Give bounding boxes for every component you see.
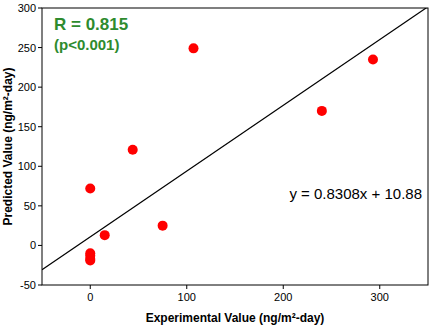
point <box>368 54 378 64</box>
x-tick <box>186 285 187 289</box>
y-tick-label: 250 <box>18 42 36 54</box>
annotation: (p<0.001) <box>54 36 119 53</box>
y-tick-label: 50 <box>24 200 36 212</box>
y-tick-label: 300 <box>18 2 36 14</box>
y-tick <box>38 166 42 167</box>
y-tick-label: 0 <box>30 239 36 251</box>
y-tick-label: 150 <box>18 121 36 133</box>
y-tick <box>38 8 42 9</box>
y-tick <box>38 285 42 286</box>
x-tick <box>379 285 380 289</box>
x-tick-label: 100 <box>178 291 196 303</box>
y-tick <box>38 126 42 127</box>
plot-frame <box>42 8 428 285</box>
x-axis-label: Experimental Value (ng/m²-day) <box>146 311 325 325</box>
y-tick-label: -50 <box>20 279 36 291</box>
point <box>100 230 110 240</box>
annotation: R = 0.815 <box>54 15 128 34</box>
y-tick-label: 100 <box>18 160 36 172</box>
y-tick <box>38 47 42 48</box>
y-tick <box>38 205 42 206</box>
point <box>85 255 95 265</box>
y-tick-label: 200 <box>18 81 36 93</box>
trendline <box>42 8 428 270</box>
point <box>128 145 138 155</box>
x-tick-label: 200 <box>274 291 292 303</box>
plot-area <box>42 8 428 270</box>
point <box>189 43 199 53</box>
y-tick <box>38 245 42 246</box>
chart: 0 100 200 300 -50 0 50 100 150 200 250 300 Experimen… <box>0 0 438 329</box>
x-tick-label: 300 <box>371 291 389 303</box>
annotation: y = 0.8308x + 10.88 <box>289 185 422 202</box>
x-tick <box>90 285 91 289</box>
point <box>158 221 168 231</box>
point <box>85 183 95 193</box>
x-tick-label: 0 <box>87 291 93 303</box>
point <box>317 106 327 116</box>
y-axis-label: Predicted Value (ng/m²-day) <box>1 67 15 225</box>
y-tick <box>38 87 42 88</box>
x-tick <box>283 285 284 289</box>
